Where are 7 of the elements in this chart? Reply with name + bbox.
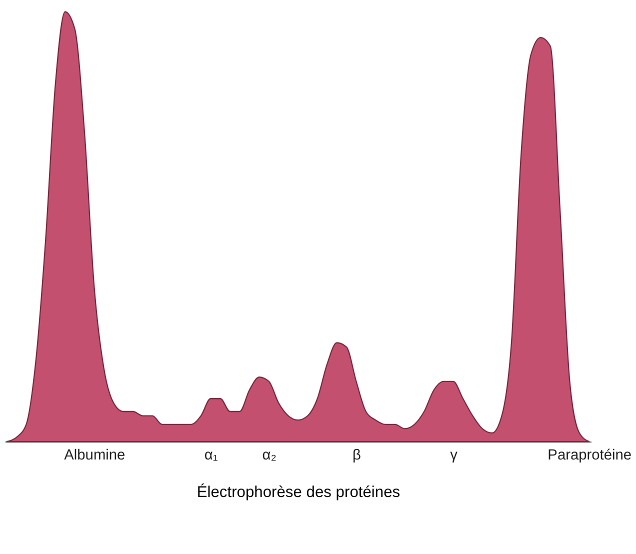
x-tick-label: α₁	[204, 448, 218, 464]
x-axis-title: Électrophorèse des protéines	[196, 482, 400, 501]
x-tick-label: α₂	[262, 448, 276, 464]
x-tick-label: β	[352, 448, 361, 464]
x-tick-label: γ	[450, 448, 458, 464]
x-tick-label: Albumine	[64, 448, 126, 464]
x-tick-label: Paraprotéine	[548, 448, 632, 464]
